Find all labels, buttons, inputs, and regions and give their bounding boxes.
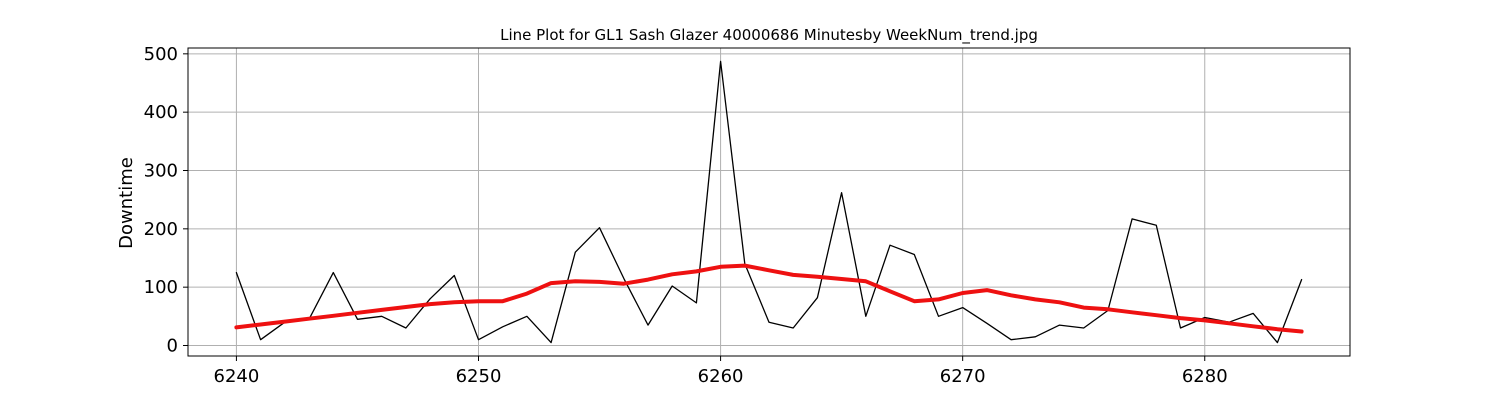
x-axis: 6240 6250 6260 6270 6280 bbox=[214, 356, 1228, 387]
y-tick-label: 0 bbox=[167, 336, 178, 357]
chart-title: Line Plot for GL1 Sash Glazer 40000686 M… bbox=[500, 26, 1038, 45]
y-tick-label: 400 bbox=[144, 102, 178, 123]
y-tick-label: 300 bbox=[144, 161, 178, 182]
plot-frame bbox=[187, 47, 1351, 357]
y-tick-label: 200 bbox=[144, 219, 178, 240]
y-tick-label: 500 bbox=[144, 44, 178, 65]
trend-series-line bbox=[234, 263, 1304, 334]
y-axis: 0 100 200 300 400 500 bbox=[144, 44, 188, 357]
x-tick-label: 6250 bbox=[456, 366, 502, 387]
series-group bbox=[234, 60, 1304, 344]
x-tick-label: 6260 bbox=[698, 366, 744, 387]
grid-lines bbox=[188, 48, 1350, 356]
x-tick-label: 6270 bbox=[940, 366, 986, 387]
y-axis-label: Downtime bbox=[116, 157, 137, 249]
x-tick-label: 6280 bbox=[1182, 366, 1228, 387]
x-tick-label: 6240 bbox=[214, 366, 260, 387]
downtime-series-line bbox=[235, 60, 1303, 344]
y-tick-label: 100 bbox=[144, 277, 178, 298]
